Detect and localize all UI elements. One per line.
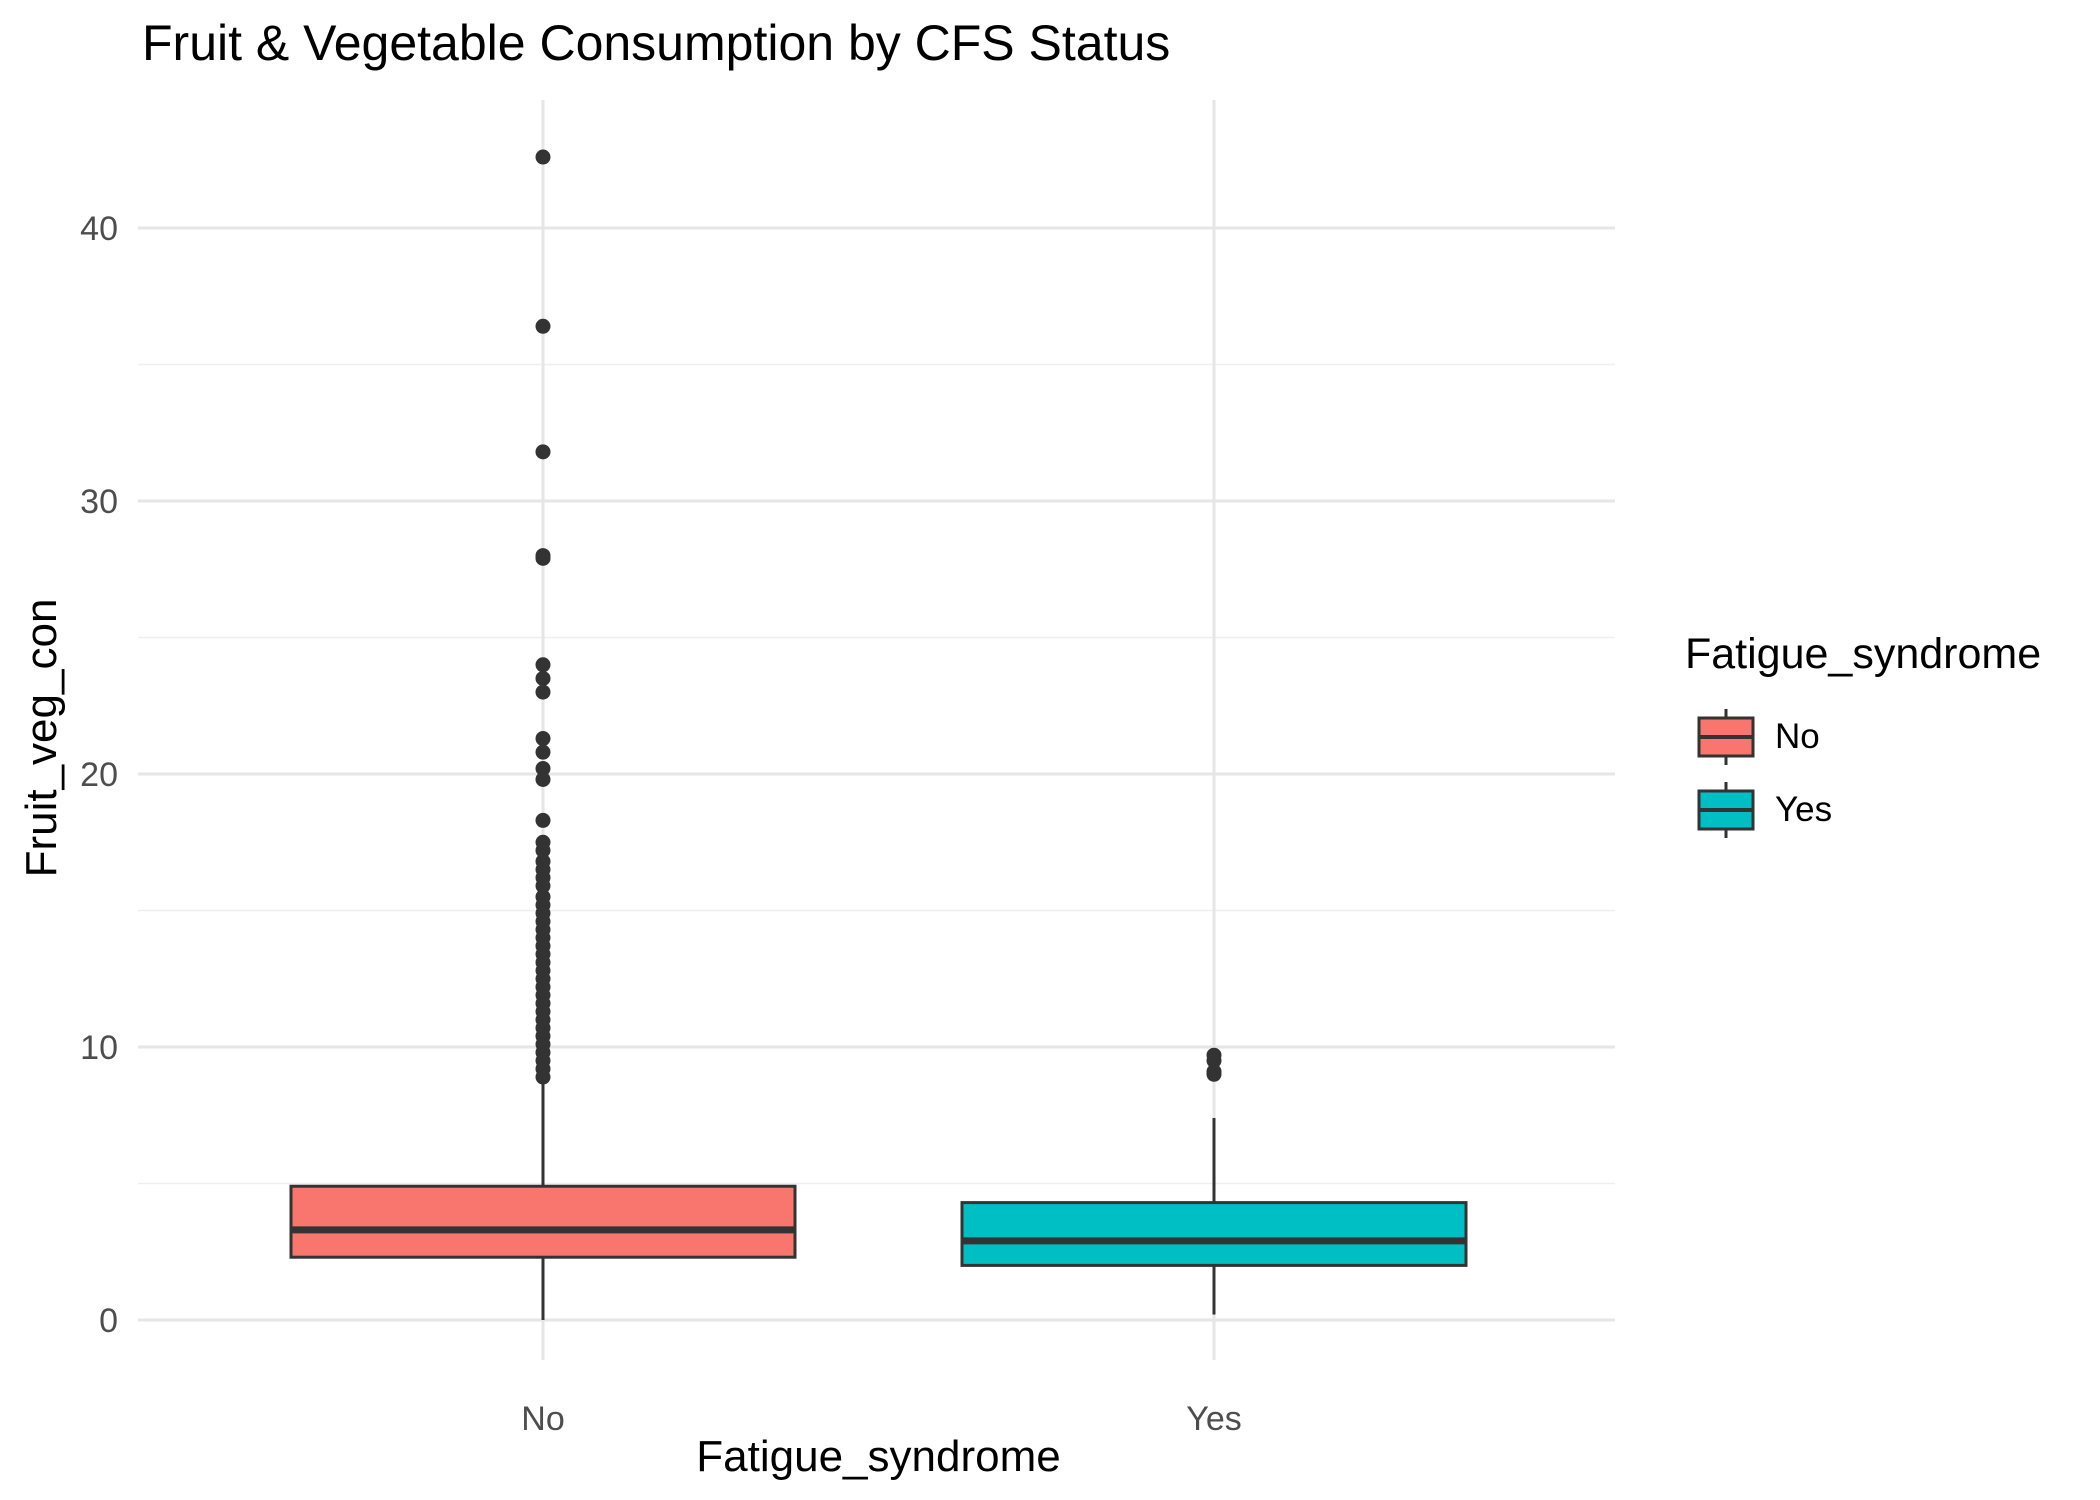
y-tick-label: 40	[80, 210, 118, 248]
y-tick-label: 10	[80, 1029, 118, 1067]
y-tick-label: 30	[80, 483, 118, 521]
box-yes	[960, 1201, 1468, 1267]
outlier-point	[535, 149, 551, 165]
legend-label-no: No	[1775, 717, 1820, 756]
outlier-point	[535, 550, 551, 566]
legend-label-yes: Yes	[1775, 790, 1833, 829]
outlier-point	[535, 761, 551, 777]
legend-title: Fatigue_syndrome	[1685, 630, 2042, 678]
outlier-point	[535, 744, 551, 760]
chart-title: Fruit & Vegetable Consumption by CFS Sta…	[142, 15, 1171, 71]
outlier-point	[535, 842, 551, 858]
outlier-point	[535, 878, 551, 894]
x-tick-label: No	[521, 1400, 564, 1438]
y-tick-label: 0	[99, 1302, 118, 1340]
y-tick-label: 20	[80, 756, 118, 794]
outlier-point	[1206, 1066, 1222, 1082]
box-no	[289, 1184, 797, 1259]
x-axis-label: Fatigue_syndrome	[696, 1432, 1061, 1481]
outlier-point	[535, 1069, 551, 1085]
outlier-point	[535, 731, 551, 747]
outlier-point	[535, 771, 551, 787]
outlier-point	[535, 684, 551, 700]
outlier-point	[535, 812, 551, 828]
outlier-point	[535, 444, 551, 460]
outlier-point	[535, 670, 551, 686]
outlier-point	[535, 657, 551, 673]
outlier-point	[1206, 1053, 1222, 1069]
y-axis-label: Fruit_veg_con	[17, 598, 66, 878]
x-tick-label: Yes	[1186, 1400, 1241, 1438]
outlier-point	[535, 318, 551, 334]
